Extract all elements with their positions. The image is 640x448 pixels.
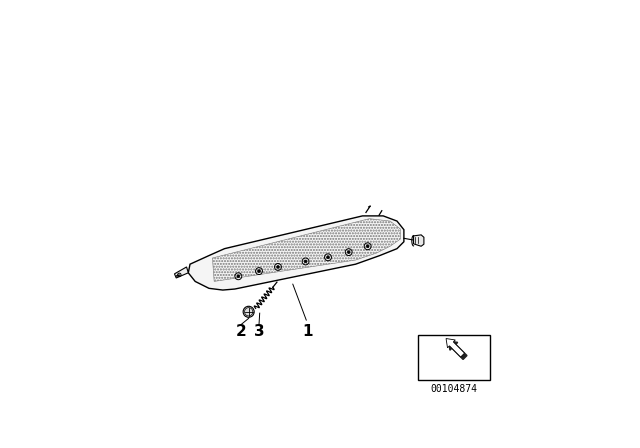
Polygon shape [188, 216, 404, 290]
Circle shape [348, 251, 350, 254]
Text: 3: 3 [253, 324, 264, 339]
Circle shape [326, 256, 330, 258]
Circle shape [258, 270, 260, 272]
Polygon shape [175, 267, 188, 278]
FancyArrow shape [446, 339, 465, 357]
Polygon shape [413, 235, 424, 246]
Circle shape [237, 275, 240, 278]
Text: 00104874: 00104874 [431, 384, 477, 394]
Text: 2: 2 [236, 324, 246, 339]
Circle shape [276, 266, 280, 268]
Circle shape [366, 245, 369, 248]
FancyArrow shape [449, 341, 467, 359]
Text: 1: 1 [302, 324, 312, 339]
Circle shape [304, 260, 307, 263]
Bar [418, 335, 490, 380]
Circle shape [243, 306, 254, 317]
